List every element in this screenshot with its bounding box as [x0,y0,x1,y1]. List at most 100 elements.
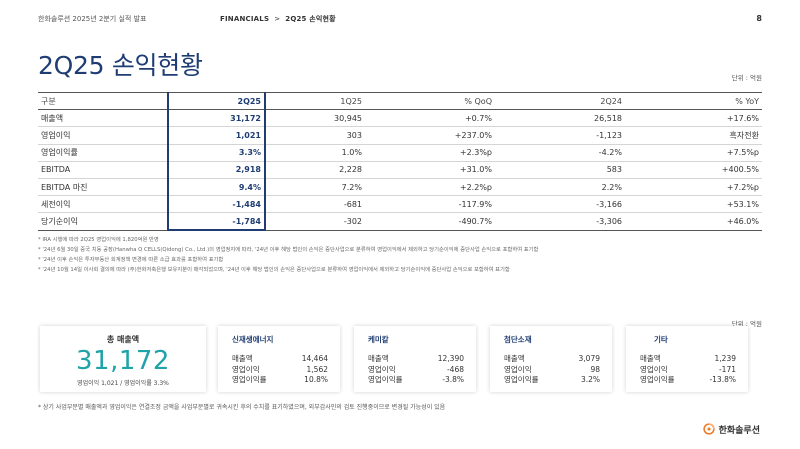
table-row: 당기순이익 -1,784 -302 -490.7% -3,306 +46.0% [38,212,762,232]
segment-row: 매출액 12,390 [368,354,464,365]
logo-text: 한화솔루션 [718,425,760,436]
metric-value: -468 [446,364,464,374]
value-yoy: 흑자전환 [625,126,762,145]
value-prev-year: 583 [495,161,625,179]
value-current: 9.4% [167,178,266,197]
total-sales-label: 총 매출액 [106,335,140,344]
metric-label: 영업이익 [504,364,532,374]
value-yoy: +400.5% [625,161,762,179]
metric-value: 3.2% [580,375,600,384]
metric-label: 매출액 [504,354,525,363]
metric-value: -3.8% [442,375,464,384]
note-line: * '24년 10월 14일 이사회 결의에 따라 (주)한화저축은행 보유지분… [38,267,510,273]
table-header-row: 구분 2Q25 1Q25 % QoQ 2Q24 % YoY [38,91,762,111]
value-prev-year: -4.2% [495,144,625,162]
segment-title: 케미칼 [368,335,389,344]
value-qoq: -490.7% [365,212,495,231]
income-table: 구분 2Q25 1Q25 % QoQ 2Q24 % YoY 매출액 31,172 3… [38,91,762,232]
metric-label: 영업이익률 [232,375,267,384]
breadcrumb: FINANCIALS >2Q25 손익현황 [220,14,336,24]
breadcrumb-page: 2Q25 손익현황 [285,15,336,23]
metric-label: 매출액 [232,354,253,363]
table-notes: * IRA 시행에 따라 2Q25 영업이익에 1,820억원 반영 * '24… [38,235,538,275]
metric-label: 영업이익 [368,364,396,374]
value-qoq: +0.7% [365,109,495,128]
value-current: 2,918 [167,161,266,179]
segment-row: 영업이익률 -13.8% [640,375,736,386]
breadcrumb-separator: > [274,15,281,23]
value-prev-year: -3,166 [495,195,625,214]
table-row: EBITDA 마진 9.4% 7.2% +2.2%p 2.2% +7.2%p [38,178,762,197]
row-label: 세전이익 [38,195,168,214]
segment-row: 매출액 1,239 [640,354,736,365]
metric-value: 1,562 [306,364,328,374]
metric-label: 매출액 [640,354,661,363]
segment-card-chemical: 케미칼 매출액 12,390 영업이익 -468 영업이익률 -3.8% [354,326,476,392]
col-header: % QoQ [365,91,495,111]
page-title: 2Q25 손익현황 [38,51,203,80]
metric-label: 영업이익률 [640,375,675,384]
row-label: 영업이익 [38,126,168,145]
metric-value: 14,464 [301,354,328,363]
metric-label: 영업이익 [232,364,260,374]
segment-row: 영업이익률 10.8% [232,375,328,386]
breadcrumb-section: FINANCIALS [220,15,270,23]
value-prev-year: -1,123 [495,126,625,145]
top-bar: 한화솔루션 2025년 2분기 실적 발표 FINANCIALS >2Q25 손익… [38,14,762,28]
value-yoy: +53.1% [625,195,762,214]
value-current: 1,021 [167,126,266,145]
value-qoq: +237.0% [365,126,495,145]
row-label: 영업이익률 [38,144,168,162]
table-row: 영업이익률 3.3% 1.0% +2.3%p -4.2% +7.5%p [38,144,762,162]
segment-title: 첨단소재 [504,335,532,344]
value-prev-quarter: 30,945 [265,109,365,128]
table-row: 매출액 31,172 30,945 +0.7% 26,518 +17.6% [38,109,762,128]
total-sales-subtext: 영업이익 1,021 / 영업이익률 3.3% [77,380,169,387]
value-prev-quarter: -681 [265,195,365,214]
metric-label: 매출액 [368,354,389,363]
col-header: 구분 [38,91,168,111]
value-prev-quarter: 303 [265,126,365,145]
value-prev-year: 2.2% [495,178,625,197]
segment-row: 영업이익 -171 [640,365,736,376]
row-label: EBITDA 마진 [38,178,168,197]
segment-row: 영업이익 -468 [368,365,464,376]
value-current: 3.3% [167,144,266,162]
value-qoq: +31.0% [365,161,495,179]
metric-value: 10.8% [304,375,328,384]
segment-title: 신재생에너지 [232,335,274,344]
value-prev-quarter: 7.2% [265,178,365,197]
value-prev-quarter: 2,228 [265,161,365,179]
metric-value: -13.8% [709,375,736,384]
col-header: 1Q25 [265,91,365,111]
metric-value: 12,390 [437,354,464,363]
note-line: * '24년 6월 30일 중국 치동 공장(Hanwha Q CELLS(Qi… [38,247,539,253]
row-label: 매출액 [38,109,168,128]
metric-value: -171 [718,364,736,374]
note-line: * IRA 시행에 따라 2Q25 영업이익에 1,820억원 반영 [38,237,159,243]
col-header-current: 2Q25 [167,91,266,111]
col-header: 2Q24 [495,91,625,111]
total-sales-card: 총 매출액 31,172 영업이익 1,021 / 영업이익률 3.3% [40,326,206,392]
col-header: % YoY [625,91,762,111]
value-prev-year: -3,306 [495,212,625,231]
value-prev-quarter: 1.0% [265,144,365,162]
segment-row: 영업이익 98 [504,365,600,376]
segment-card-advanced-materials: 첨단소재 매출액 3,079 영업이익 98 영업이익률 3.2% [490,326,612,392]
segment-card-other: 기타 매출액 1,239 영업이익 -171 영업이익률 -13.8% [626,326,748,392]
footnote: * 상기 사업부문별 매출액과 영업이익은 연결조정 금액을 사업부문별로 귀속… [38,404,446,411]
segment-title: 기타 [654,335,668,344]
value-yoy: +46.0% [625,212,762,231]
document-title: 한화솔루션 2025년 2분기 실적 발표 [38,15,147,23]
segment-row: 매출액 3,079 [504,354,600,365]
table-row: 세전이익 -1,484 -681 -117.9% -3,166 +53.1% [38,195,762,214]
row-label: 당기순이익 [38,212,168,231]
value-yoy: +7.5%p [625,144,762,162]
hanwha-logo-icon [702,423,715,435]
value-prev-quarter: -302 [265,212,365,231]
metric-value: 98 [590,364,600,374]
segment-row: 영업이익률 -3.8% [368,375,464,386]
metric-label: 영업이익 [640,364,668,374]
segment-row: 영업이익 1,562 [232,365,328,376]
total-sales-value: 31,172 [76,346,170,376]
